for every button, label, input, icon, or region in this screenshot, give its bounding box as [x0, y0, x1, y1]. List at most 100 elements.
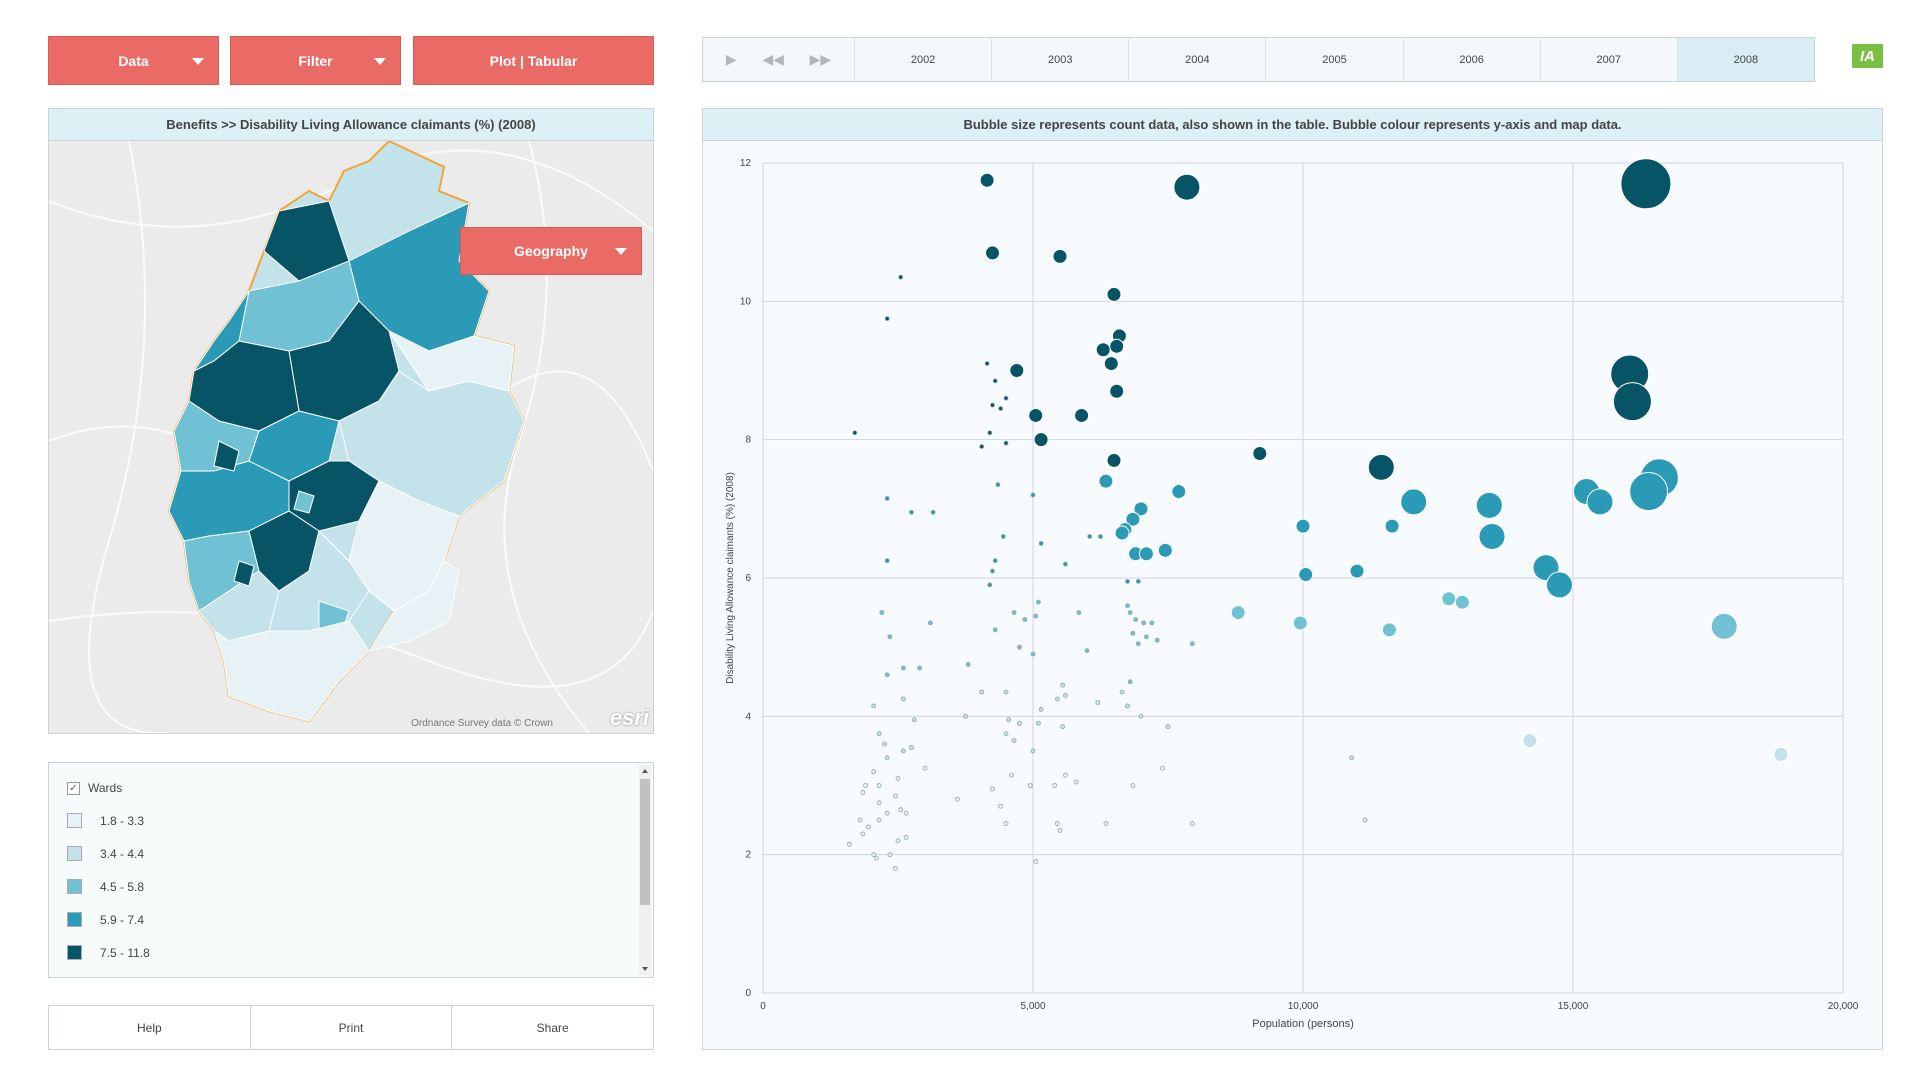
bubble-point[interactable]: [1478, 523, 1506, 550]
bubble-point[interactable]: [1127, 679, 1133, 685]
bubble-point[interactable]: [1084, 648, 1090, 654]
bubble-point[interactable]: [987, 430, 993, 436]
bubble-point[interactable]: [884, 558, 890, 564]
bubble-point[interactable]: [1098, 473, 1114, 489]
bubble-point[interactable]: [1074, 407, 1090, 423]
bubble-point[interactable]: [882, 741, 887, 747]
bubble-point[interactable]: [1003, 395, 1009, 401]
bubble-point[interactable]: [1154, 637, 1160, 643]
bubble-point[interactable]: [884, 810, 890, 816]
instant-atlas-logo[interactable]: IA: [1852, 44, 1883, 68]
bubble-point[interactable]: [965, 662, 971, 667]
bubble-point[interactable]: [1106, 452, 1122, 468]
legend-layer-toggle[interactable]: ✓ Wards: [67, 781, 122, 795]
bubble-point[interactable]: [1165, 724, 1171, 730]
bubble-point[interactable]: [979, 444, 985, 449]
bubble-point[interactable]: [1003, 689, 1009, 695]
bubble-point[interactable]: [876, 817, 882, 823]
play-icon[interactable]: ▶: [725, 51, 737, 67]
bubble-point[interactable]: [1052, 248, 1068, 264]
year-2002[interactable]: 2002: [855, 38, 993, 81]
bubble-point[interactable]: [1454, 594, 1470, 610]
scroll-thumb[interactable]: [640, 779, 650, 905]
bubble-point[interactable]: [846, 841, 852, 847]
bubble-point[interactable]: [1149, 620, 1155, 626]
bubble-point[interactable]: [884, 316, 890, 322]
bubble-point[interactable]: [1030, 492, 1036, 498]
bubble-point[interactable]: [900, 665, 906, 671]
bubble-point[interactable]: [852, 430, 858, 436]
bubble-point[interactable]: [1171, 484, 1187, 500]
bubble-point[interactable]: [911, 717, 917, 723]
bubble-point[interactable]: [903, 810, 909, 816]
bubble-point[interactable]: [1135, 641, 1141, 647]
bubble-point[interactable]: [1017, 644, 1022, 650]
bubble-point[interactable]: [871, 703, 877, 709]
bubble-point[interactable]: [1033, 859, 1039, 864]
bubble-point[interactable]: [900, 748, 906, 754]
bubble-point[interactable]: [895, 838, 901, 844]
bubble-point[interactable]: [1003, 440, 1009, 446]
bubble-point[interactable]: [900, 696, 906, 702]
bubble-point[interactable]: [884, 672, 890, 678]
bubble-point[interactable]: [927, 620, 933, 626]
bubble-point[interactable]: [1114, 525, 1130, 541]
year-2007[interactable]: 2007: [1541, 38, 1678, 81]
bubble-point[interactable]: [979, 172, 995, 188]
bubble-point[interactable]: [987, 582, 993, 588]
bubble-point[interactable]: [1381, 622, 1397, 638]
bubble-point[interactable]: [857, 817, 863, 823]
bubble-point[interactable]: [898, 807, 904, 813]
bubble-point[interactable]: [1612, 382, 1652, 422]
bubble-point[interactable]: [1157, 542, 1173, 558]
legend-scrollbar[interactable]: [639, 765, 651, 975]
bubble-point[interactable]: [1035, 720, 1041, 726]
bubble-point[interactable]: [1057, 828, 1063, 833]
scroll-down-icon[interactable]: [642, 967, 648, 971]
bubble-point[interactable]: [1189, 641, 1195, 647]
bubble-point[interactable]: [1230, 605, 1246, 621]
bubble-point[interactable]: [884, 496, 890, 501]
bubble-point[interactable]: [1362, 817, 1368, 823]
help-button[interactable]: Help: [49, 1006, 251, 1049]
bubble-point[interactable]: [1384, 518, 1400, 534]
bubble-point[interactable]: [1189, 821, 1195, 826]
bubble-point[interactable]: [1076, 610, 1082, 615]
bubble-point[interactable]: [1138, 713, 1144, 719]
bubble-point[interactable]: [1109, 338, 1125, 354]
bubble-point[interactable]: [992, 558, 998, 564]
bubble-point[interactable]: [1017, 720, 1022, 726]
bubble-point[interactable]: [1103, 356, 1119, 372]
bubble-point[interactable]: [1292, 615, 1308, 631]
bubble-point[interactable]: [1095, 342, 1111, 358]
bubble-point[interactable]: [1367, 453, 1395, 481]
step-back-icon[interactable]: ◀◀: [762, 51, 784, 67]
bubble-point[interactable]: [1028, 407, 1044, 423]
bubble-point[interactable]: [871, 769, 877, 775]
bubble-point[interactable]: [1143, 634, 1149, 640]
bubble-point[interactable]: [930, 509, 936, 515]
bubble-point[interactable]: [1119, 689, 1125, 695]
bubble-point[interactable]: [984, 361, 990, 366]
bubble-point[interactable]: [917, 665, 923, 671]
bubble-point[interactable]: [979, 689, 985, 695]
bubble-point[interactable]: [1060, 724, 1066, 730]
bubble-point[interactable]: [887, 634, 893, 640]
bubble-point[interactable]: [1133, 617, 1139, 622]
bubble-point[interactable]: [1054, 821, 1060, 826]
scroll-up-icon[interactable]: [642, 769, 648, 773]
bubble-point[interactable]: [909, 745, 914, 750]
bubble-point[interactable]: [892, 866, 898, 871]
plot-tabular-button[interactable]: Plot | Tabular: [413, 36, 654, 85]
bubble-point[interactable]: [1030, 651, 1036, 657]
bubble-point[interactable]: [909, 509, 914, 515]
bubble-point[interactable]: [1003, 731, 1009, 737]
bubble-point[interactable]: [990, 568, 995, 574]
bubble-point[interactable]: [903, 834, 909, 840]
bubble-point[interactable]: [860, 790, 866, 795]
bubble-point[interactable]: [1710, 612, 1738, 640]
bubble-point[interactable]: [876, 800, 882, 806]
checkbox-checked-icon[interactable]: ✓: [67, 781, 80, 795]
bubble-point[interactable]: [1033, 613, 1039, 619]
bubble-point[interactable]: [1062, 561, 1068, 567]
